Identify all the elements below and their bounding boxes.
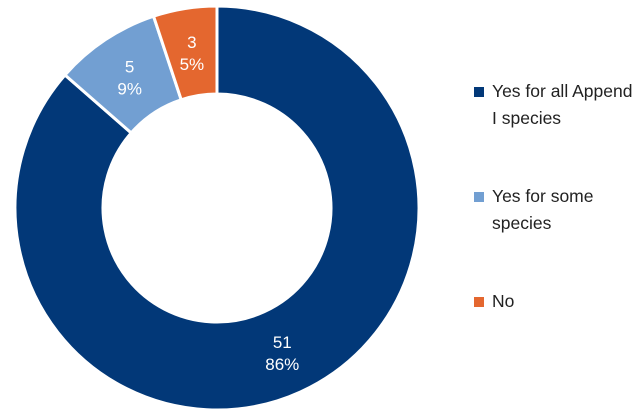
- donut-slices: [13, 4, 421, 412]
- legend-item-no: No: [474, 288, 633, 315]
- slice-labels: 51 86% 5 9% 3 5%: [117, 33, 299, 374]
- slice-percent-label-no: 5%: [180, 55, 205, 74]
- legend-label-no: No: [492, 291, 515, 311]
- legend-swatch-no: [474, 297, 484, 307]
- legend-item-yes-some: Yes for some species: [474, 183, 633, 237]
- slice-value-label-yes-some: 5: [125, 57, 134, 76]
- slice-percent-label-yes-some: 9%: [117, 79, 142, 98]
- slice-value-label-yes-all: 51: [273, 333, 292, 352]
- slice-value-label-no: 3: [187, 33, 196, 52]
- legend-label-yes-all: Yes for all Appendix I species: [492, 81, 633, 128]
- slice-yes-all: [13, 4, 421, 412]
- legend-swatch-yes-all: [474, 87, 484, 97]
- legend-swatch-yes-some: [474, 192, 484, 202]
- donut-chart: 51 86% 5 9% 3 5%: [13, 4, 421, 412]
- slice-percent-label-yes-all: 86%: [265, 355, 299, 374]
- legend-label-yes-some: Yes for some species: [492, 186, 594, 233]
- slice-no: [151, 4, 219, 102]
- legend-item-yes-all: Yes for all Appendix I species: [474, 78, 633, 132]
